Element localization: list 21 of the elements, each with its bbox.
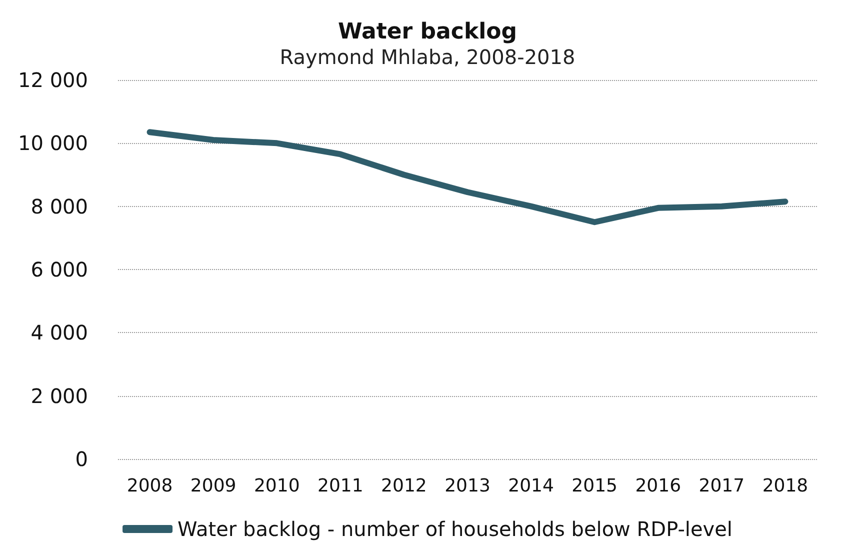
x-tick-label: 2011 <box>318 476 364 496</box>
x-tick-label: 2015 <box>572 476 618 496</box>
x-tick-label: 2013 <box>444 476 490 496</box>
chart-title: Water backlog <box>338 20 517 44</box>
chart-subtitle: Raymond Mhlaba, 2008-2018 <box>280 45 576 69</box>
x-tick-label: 2016 <box>635 476 682 496</box>
x-tick-label: 2012 <box>381 476 427 496</box>
x-tick-label: 2008 <box>126 476 173 496</box>
x-tick-label: 2009 <box>190 476 236 496</box>
y-tick-label: 4 000 <box>30 320 88 345</box>
x-tick-label: 2018 <box>762 476 808 496</box>
x-tick-label: 2014 <box>508 476 554 496</box>
y-tick-label: 6 000 <box>30 258 88 282</box>
y-tick-label: 8 000 <box>30 194 88 218</box>
y-tick-label: 10 000 <box>18 131 88 156</box>
x-tick-label: 2010 <box>254 476 300 496</box>
y-tick-label: 2 000 <box>30 384 88 408</box>
y-tick-label: 0 <box>75 447 88 471</box>
x-tick-label: 2017 <box>698 476 745 496</box>
y-tick-label: 12 000 <box>18 68 88 92</box>
legend-label: Water backlog - number of households below RDP-level <box>178 517 732 541</box>
